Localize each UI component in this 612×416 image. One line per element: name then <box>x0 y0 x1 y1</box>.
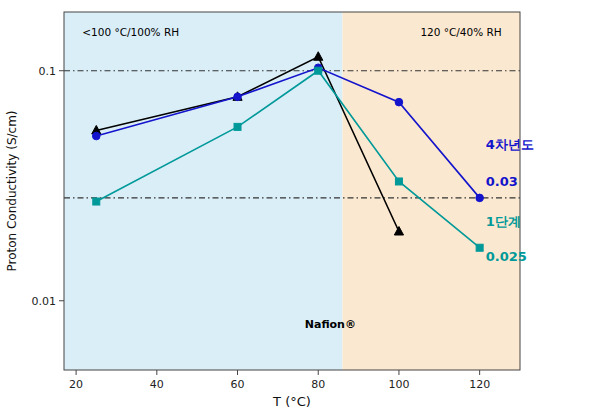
y-tick <box>59 300 64 301</box>
point <box>395 98 403 106</box>
x-tick-label: 40 <box>150 378 164 391</box>
x-tick-label: 120 <box>469 378 490 391</box>
series-line <box>96 68 479 198</box>
point <box>394 227 403 236</box>
y-axis-label: Proton Conductivity (S/cm) <box>5 110 19 271</box>
annotation: 4차년도 <box>486 137 534 152</box>
x-tick <box>237 370 238 375</box>
point <box>234 123 241 130</box>
x-tick <box>318 370 319 375</box>
x-axis-label: T (°C) <box>272 394 311 409</box>
reference-line <box>64 197 520 198</box>
point <box>314 52 323 61</box>
y-tick <box>59 70 64 71</box>
region <box>342 12 520 370</box>
annotation: Nafion® <box>305 318 356 331</box>
y-tick-label: 0.01 <box>32 295 57 308</box>
x-tick <box>76 370 77 375</box>
annotation: 1단계 <box>486 214 521 229</box>
x-tick-label: 20 <box>69 378 83 391</box>
point <box>92 132 100 140</box>
point <box>234 93 242 101</box>
point <box>476 244 483 251</box>
point <box>476 194 484 202</box>
region-label: 120 °C/40% RH <box>420 26 501 38</box>
x-tick-label: 80 <box>311 378 325 391</box>
plot-area <box>64 12 520 370</box>
x-tick-label: 60 <box>231 378 245 391</box>
point <box>233 92 242 101</box>
series-line <box>96 71 479 248</box>
annotation: 0.025 <box>486 249 527 264</box>
point <box>315 67 322 74</box>
point <box>93 198 100 205</box>
chart: 20 40 60 80 100 120 0.01 0.1 T (°C) Proton Conduc… <box>0 0 612 416</box>
x-tick <box>479 370 480 375</box>
region-label: <100 °C/100% RH <box>82 26 179 38</box>
frame <box>64 12 520 370</box>
y-tick-label: 0.1 <box>39 65 57 78</box>
point <box>395 178 402 185</box>
x-tick <box>398 370 399 375</box>
annotation: 0.03 <box>486 174 518 189</box>
x-tick <box>156 370 157 375</box>
x-tick-label: 100 <box>388 378 409 391</box>
